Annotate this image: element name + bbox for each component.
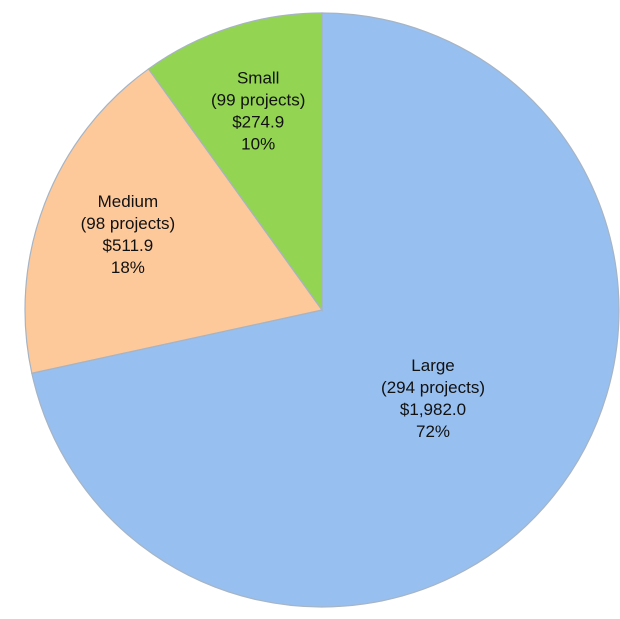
slice-label: (98 projects)	[81, 214, 175, 233]
slice-label: (99 projects)	[211, 91, 305, 110]
pie-slice	[31, 12, 620, 608]
pie-slice	[147, 12, 323, 312]
slice-label: Small	[237, 69, 280, 88]
slice-label: $274.9	[232, 113, 284, 132]
slice-label: Large	[411, 356, 454, 375]
slice-label: $1,982.0	[400, 400, 466, 419]
slice-label: 18%	[111, 258, 145, 277]
slice-label: 10%	[241, 135, 275, 154]
slice-label: (294 projects)	[381, 378, 485, 397]
slice-label: 72%	[416, 422, 450, 441]
slice-label: Medium	[98, 192, 158, 211]
pie-slice	[24, 68, 324, 374]
slice-label: $511.9	[103, 236, 154, 255]
